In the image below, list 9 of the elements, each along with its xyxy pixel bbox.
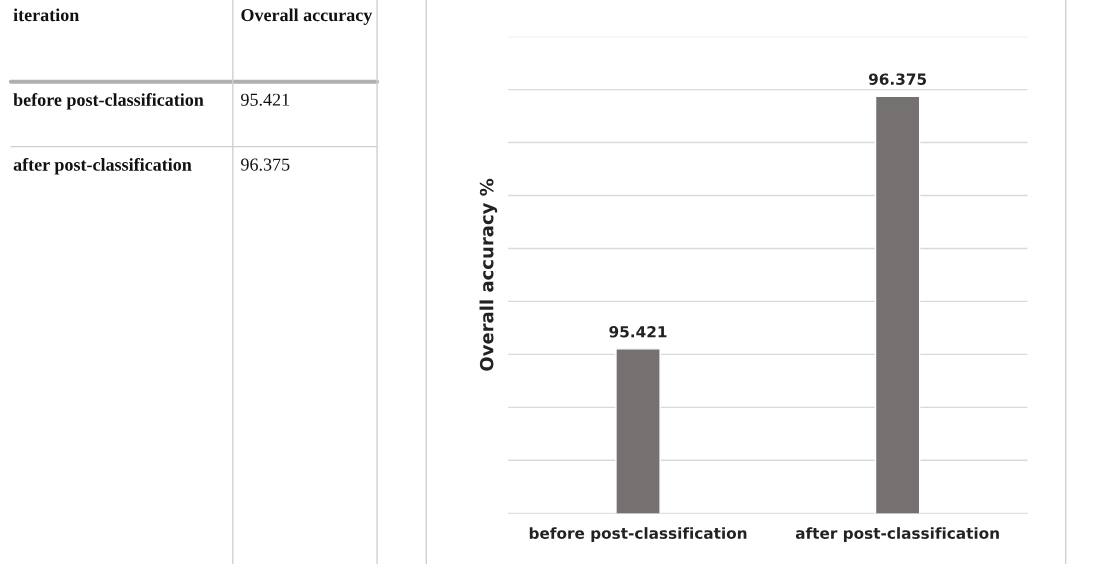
text: iteration	[13, 8, 80, 22]
data-label: 96.375	[868, 73, 927, 85]
y-axis-title: Overall accuracy %	[479, 178, 498, 371]
text: 95.421	[241, 93, 290, 106]
category-label: after post-classification	[13, 157, 192, 175]
text: 96.375	[241, 158, 290, 171]
category-label: before post-classification	[13, 93, 204, 110]
data-label: 95.421	[609, 325, 667, 338]
text: Overall accuracy	[241, 8, 373, 25]
